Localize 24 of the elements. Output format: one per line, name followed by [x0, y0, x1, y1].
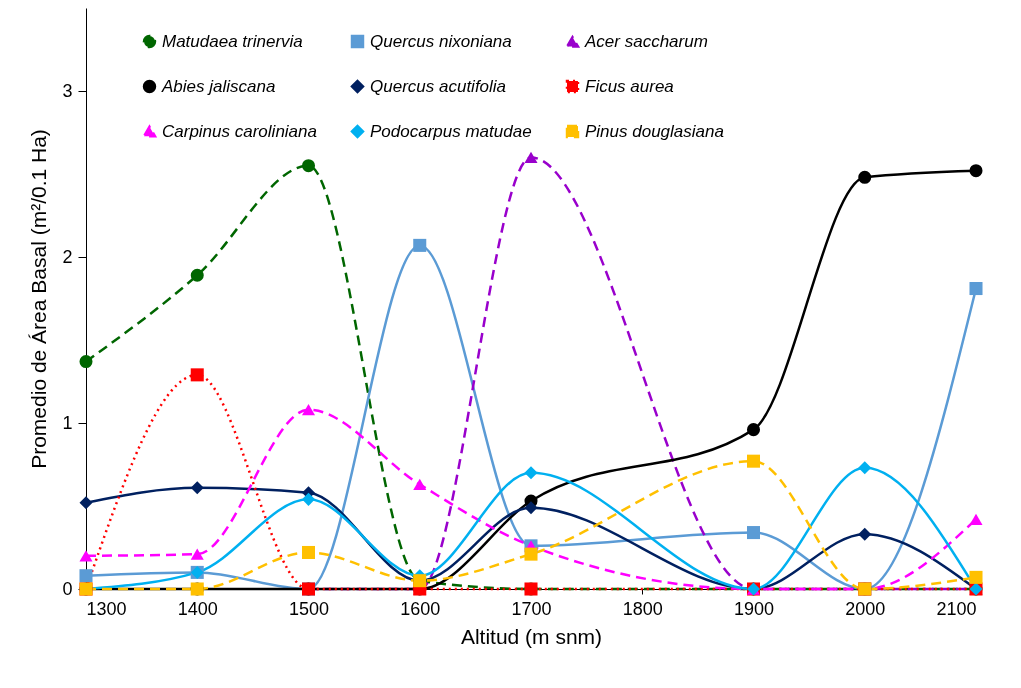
- legend-label: Podocarpus matudae: [370, 121, 532, 141]
- legend-label: Matudaea trinervia: [162, 31, 303, 51]
- y-tick-label: 0: [62, 578, 73, 599]
- x-tick-label: 1300: [86, 598, 127, 619]
- x-tick-label: 2100: [936, 598, 977, 619]
- legend-label: Pinus douglasiana: [585, 121, 724, 141]
- x-tick-label: 2000: [845, 598, 886, 619]
- y-tick-label: 1: [62, 412, 73, 433]
- x-tick-label: 1700: [511, 598, 552, 619]
- legend-label: Quercus nixoniana: [370, 31, 512, 51]
- legend-label: Ficus aurea: [585, 76, 674, 96]
- x-tick-label: 1600: [400, 598, 441, 619]
- x-tick-label: 1800: [622, 598, 663, 619]
- x-tick-label: 1900: [733, 598, 775, 619]
- x-axis-title: Altitud (m snm): [460, 624, 603, 648]
- y-tick-label: 3: [62, 80, 73, 101]
- x-tick-label: 1400: [177, 598, 218, 619]
- legend-label: Carpinus caroliniana: [162, 121, 317, 141]
- y-axis-title: Promedio de Área Basal (m²/0.1 Ha): [27, 129, 51, 469]
- legend-label: Quercus acutifolia: [370, 76, 507, 96]
- legend-label: Acer saccharum: [584, 31, 708, 51]
- legend-label: Abies jaliscana: [161, 76, 276, 96]
- y-tick-label: 2: [62, 246, 73, 267]
- x-tick-label: 1500: [288, 598, 330, 619]
